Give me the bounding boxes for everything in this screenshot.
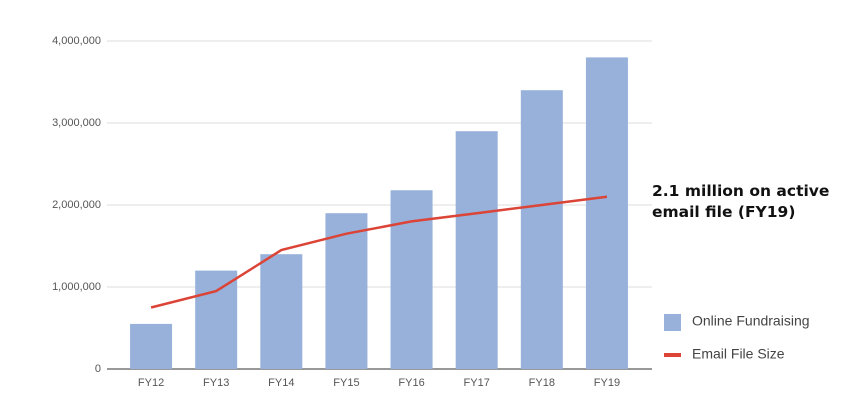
x-tick-label: FY17 [464, 377, 490, 389]
x-tick-label: FY15 [333, 377, 359, 389]
bar [260, 254, 303, 369]
bar [130, 323, 173, 369]
y-tick-label: 2,000,000 [52, 199, 101, 211]
annotation-line: email file (FY19) [652, 203, 796, 221]
y-tick-label: 3,000,000 [52, 117, 101, 129]
y-tick-label: 1,000,000 [52, 281, 101, 293]
x-tick-label: FY12 [138, 377, 164, 389]
bar [455, 131, 498, 369]
bar [585, 57, 628, 370]
bar [195, 270, 238, 369]
bar [520, 90, 563, 369]
legend-swatch [664, 314, 681, 331]
x-tick-label: FY14 [268, 377, 294, 389]
y-tick-label: 4,000,000 [52, 35, 101, 47]
x-tick-label: FY19 [594, 377, 620, 389]
annotation-line: 2.1 million on active [652, 182, 830, 200]
line [150, 195, 608, 309]
bar [390, 190, 433, 369]
legend-label: Online Fundraising [692, 313, 810, 329]
x-tick-label: FY18 [529, 377, 555, 389]
bar [325, 213, 368, 369]
y-tick-label: 0 [95, 363, 101, 375]
legend-label: Email File Size [692, 346, 785, 362]
x-tick-label: FY13 [203, 377, 229, 389]
annotation: 2.1 million on active email file (FY19) [652, 181, 829, 223]
x-tick-label: FY16 [398, 377, 424, 389]
